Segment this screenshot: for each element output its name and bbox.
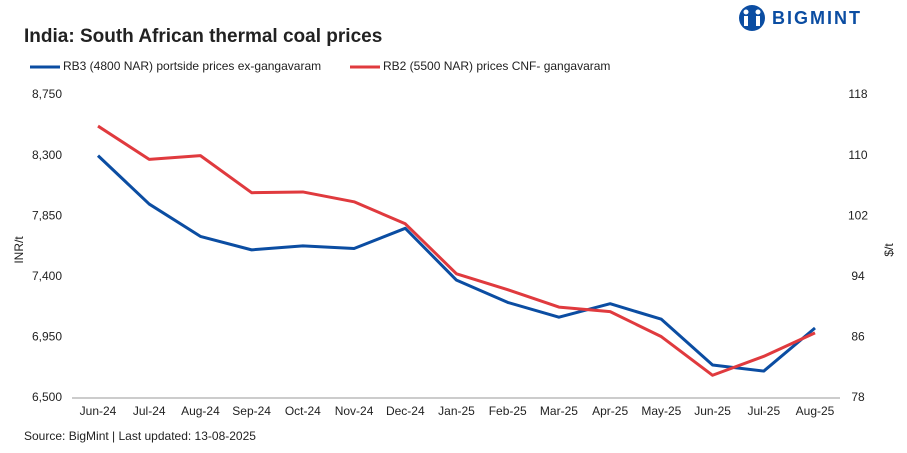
y-tick-label: 6,500 [32,390,62,404]
y-tick-label: 8,750 [32,87,62,101]
legend-label: RB3 (4800 NAR) portside prices ex-gangav… [63,59,321,73]
x-tick-label: Dec-24 [386,404,425,418]
y-tick-label: 8,300 [32,148,62,162]
x-tick-label: May-25 [641,404,681,418]
y-axis-label: INR/t [12,236,26,264]
x-tick-label: Apr-25 [592,404,628,418]
y2-tick-label: 102 [848,208,868,222]
y-tick-label: 6,950 [32,330,62,344]
x-tick-label: Jul-24 [133,404,166,418]
y2-tick-label: 118 [848,87,867,101]
y2-tick-label: 94 [851,269,865,283]
x-tick-label: Oct-24 [285,404,321,418]
x-tick-label: Mar-25 [540,404,578,418]
y2-tick-label: 78 [851,390,865,404]
x-tick-label: Feb-25 [489,404,527,418]
x-tick-label: Jan-25 [438,404,475,418]
y-tick-label: 7,850 [32,208,62,222]
y-tick-label: 7,400 [32,269,62,283]
x-tick-label: Jun-25 [694,404,731,418]
logo-icon [739,5,765,31]
y2-axis-label: $/t [882,243,896,257]
y2-tick-label: 110 [848,148,867,162]
x-tick-label: Jun-24 [80,404,117,418]
chart-title: India: South African thermal coal prices [24,26,382,47]
y2-tick-label: 86 [851,330,865,344]
x-tick-label: Sep-24 [232,404,271,418]
x-tick-label: Aug-24 [181,404,220,418]
series-line [96,154,816,373]
x-tick-label: Jul-25 [747,404,780,418]
series-line [97,124,816,377]
logo-text: BIGMINT [772,8,862,28]
x-tick-label: Aug-25 [796,404,835,418]
legend-label: RB2 (5500 NAR) prices CNF- gangavaram [383,59,610,73]
source: Source: BigMint | Last updated: 13-08-20… [24,429,256,443]
x-tick-label: Nov-24 [335,404,374,418]
